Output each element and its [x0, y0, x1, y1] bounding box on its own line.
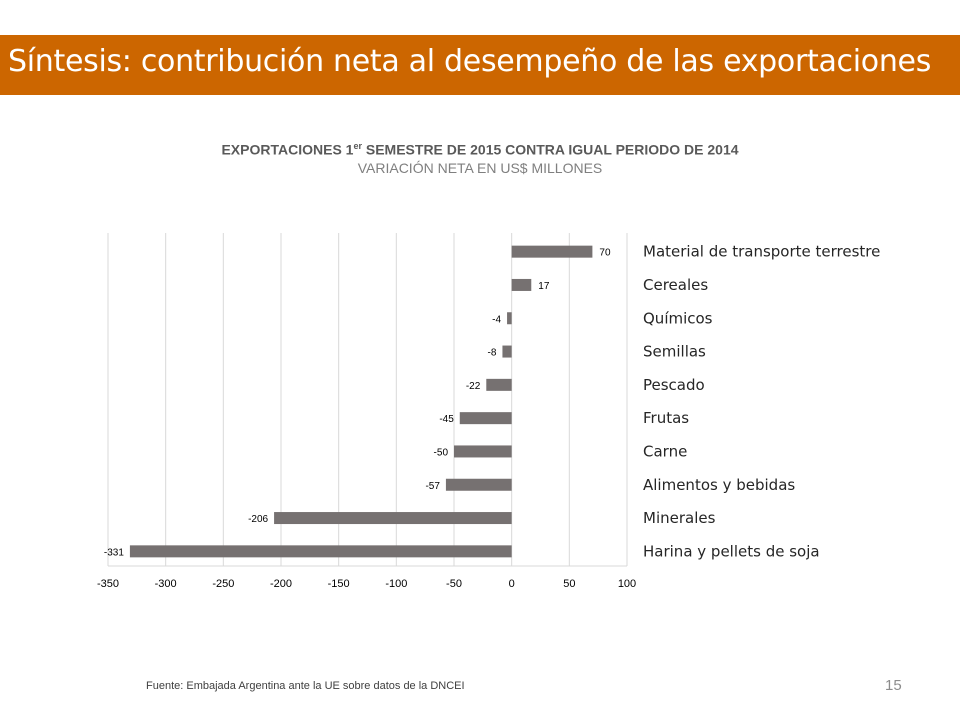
- category-label: Material de transporte terrestre: [643, 243, 880, 261]
- chart-subtitle: VARIACIÓN NETA EN US$ MILLONES: [357, 160, 603, 176]
- category-label: Pescado: [643, 376, 705, 394]
- x-tick-label: -150: [328, 578, 350, 590]
- bar: [445, 478, 512, 491]
- source-note: Fuente: Embajada Argentina ante la UE so…: [146, 680, 465, 692]
- x-tick-label: -100: [385, 578, 407, 590]
- category-label: Semillas: [643, 343, 706, 361]
- bar: [511, 278, 532, 291]
- category-label: Frutas: [643, 409, 689, 427]
- bar-value-label: -206: [248, 514, 268, 525]
- category-label: Carne: [643, 442, 687, 460]
- page-number: 15: [885, 677, 902, 694]
- bar: [454, 445, 512, 458]
- bar-value-label: -331: [104, 547, 124, 558]
- bar-value-label: -45: [439, 414, 454, 425]
- bar-value-label: -8: [488, 348, 497, 359]
- chart-title: EXPORTACIONES 1er SEMESTRE DE 2015 CONTR…: [0, 141, 960, 158]
- bar-value-label: -50: [434, 447, 449, 458]
- bar: [507, 312, 512, 325]
- bar: [129, 545, 512, 558]
- x-tick-label: 100: [618, 578, 636, 590]
- x-tick-label: -350: [97, 578, 119, 590]
- chart-title-rest: SEMESTRE DE 2015 CONTRA IGUAL PERIODO DE…: [361, 141, 739, 158]
- chart-title-main: EXPORTACIONES 1: [221, 141, 354, 158]
- x-tick-label: -300: [155, 578, 177, 590]
- bar: [274, 512, 512, 525]
- x-tick-label: -50: [446, 578, 462, 590]
- category-label: Alimentos y bebidas: [643, 476, 795, 494]
- bar-value-label: 70: [599, 248, 611, 259]
- bar: [502, 345, 512, 358]
- x-tick-label: -250: [212, 578, 234, 590]
- bar: [486, 378, 512, 391]
- x-tick-label: 0: [509, 578, 515, 590]
- x-tick-label: 50: [563, 578, 575, 590]
- category-label: Cereales: [643, 276, 708, 294]
- chart-title-superscript: er: [353, 141, 362, 151]
- category-label: Químicos: [643, 309, 713, 327]
- bar-value-label: -22: [466, 381, 481, 392]
- slide-title: Síntesis: contribución neta al desempeño…: [8, 44, 932, 79]
- bar-value-label: 17: [538, 281, 550, 292]
- bar: [511, 245, 593, 258]
- category-label: Harina y pellets de soja: [643, 542, 820, 560]
- bar-value-label: -57: [425, 481, 440, 492]
- category-label: Minerales: [643, 509, 716, 527]
- x-tick-label: -200: [270, 578, 292, 590]
- header-bar: Síntesis: contribución neta al desempeño…: [0, 35, 960, 95]
- bar: [459, 412, 512, 425]
- bar-value-label: -4: [492, 314, 501, 325]
